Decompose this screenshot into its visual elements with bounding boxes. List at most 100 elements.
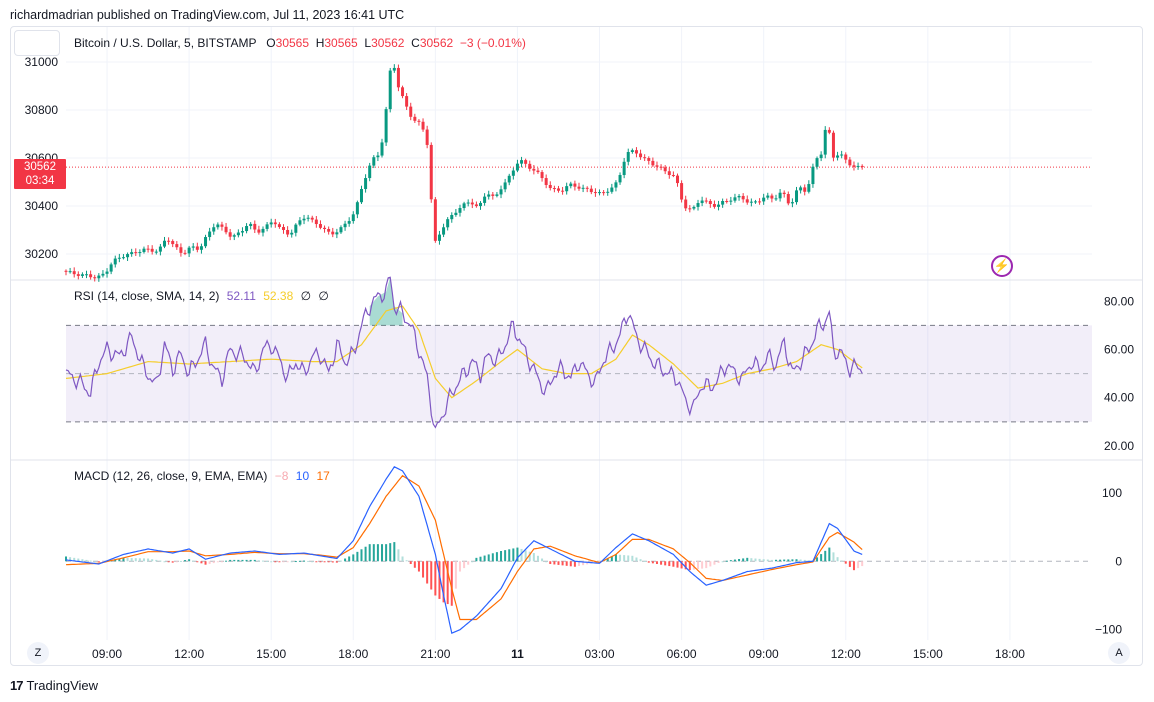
tradingview-footer[interactable]: 17 TradingView	[10, 678, 98, 693]
candle-body	[142, 248, 146, 253]
macd-histogram-bar	[155, 559, 158, 562]
candle-body	[495, 194, 499, 196]
macd-title: MACD (12, 26, close, 9, EMA, EMA)	[74, 469, 268, 483]
macd-histogram-bar	[257, 560, 260, 562]
macd-histogram-bar	[516, 547, 519, 562]
candle-body	[310, 217, 314, 220]
candle-body	[680, 183, 684, 200]
candle-body	[216, 224, 220, 228]
macd-histogram-bar	[549, 561, 552, 565]
macd-histogram-bar	[614, 554, 617, 562]
x-tick-label: 18:00	[338, 647, 368, 661]
candle-body	[528, 163, 532, 169]
candle-body	[355, 202, 359, 215]
macd-histogram-bar	[339, 560, 342, 562]
candle-body	[80, 274, 84, 276]
candle-body	[101, 273, 105, 276]
macd-histogram-bar	[713, 561, 716, 565]
macd-histogram-bar	[274, 561, 277, 563]
candle-body	[392, 67, 396, 71]
price-tick-label: 30800	[25, 103, 59, 117]
candle-body	[589, 188, 593, 193]
macd-histogram-bar	[770, 559, 773, 562]
macd-histogram-bar	[824, 550, 827, 562]
macd-histogram-bar	[820, 554, 823, 562]
candle-body	[790, 202, 794, 204]
candle-body	[667, 171, 671, 176]
macd-histogram-bar	[791, 559, 794, 562]
candle-body	[179, 247, 183, 253]
macd-histogram-bar	[561, 561, 564, 566]
candle-body	[89, 274, 93, 278]
macd-histogram-bar	[664, 561, 667, 566]
macd-histogram-bar	[787, 559, 790, 562]
candle-body	[725, 201, 729, 203]
macd-histogram-bar	[335, 561, 338, 563]
macd-histogram-bar	[89, 560, 92, 562]
candle-body	[458, 208, 462, 213]
candle-body	[93, 277, 97, 279]
macd-histogram-bar	[216, 561, 219, 563]
candle-body	[109, 264, 113, 272]
rsi-line	[65, 276, 863, 429]
candle-body	[331, 231, 335, 235]
macd-histogram-bar	[783, 559, 786, 562]
candle-body	[569, 183, 573, 187]
candle-body	[318, 224, 322, 228]
candle-body	[421, 121, 425, 130]
candle-body	[581, 187, 585, 189]
x-tick-label: 21:00	[420, 647, 450, 661]
zoom-button[interactable]: Z	[27, 642, 49, 664]
auto-scale-button[interactable]: A	[1108, 642, 1130, 664]
macd-histogram-bar	[844, 561, 847, 564]
rsi-overbought-fill	[369, 277, 403, 326]
candle-body	[372, 157, 376, 166]
candle-body	[692, 206, 696, 209]
candle-body	[208, 231, 212, 238]
x-tick-label: 06:00	[667, 647, 697, 661]
macd-histogram-bar	[175, 561, 178, 563]
macd-histogram-bar	[352, 554, 355, 562]
macd-histogram-bar	[422, 561, 425, 578]
publish-caption: richardmadrian published on TradingView.…	[10, 8, 405, 22]
macd-histogram-bar	[446, 561, 449, 605]
macd-histogram-bar	[565, 561, 568, 566]
candle-body	[343, 223, 347, 228]
symbol-label: Bitcoin / U.S. Dollar, 5, BITSTAMP	[74, 36, 257, 50]
macd-histogram-bar	[270, 561, 273, 563]
candle-body	[257, 229, 261, 233]
macd-histogram-bar	[450, 561, 453, 606]
macd-histogram-bar	[672, 561, 675, 567]
candle-body	[831, 132, 835, 158]
x-tick-label: 15:00	[913, 647, 943, 661]
lightning-icon[interactable]: ⚡	[991, 255, 1013, 277]
candle-body	[249, 223, 253, 227]
candle-body	[844, 154, 848, 160]
macd-histogram-bar	[721, 561, 724, 563]
macd-histogram-bar	[660, 561, 663, 565]
macd-histogram-bar	[249, 559, 252, 562]
price-tick-label: 30200	[25, 247, 59, 261]
macd-histogram-bar	[697, 561, 700, 570]
macd-histogram-bar	[376, 544, 379, 562]
macd-histogram-bar	[582, 561, 585, 566]
macd-histogram-bar	[754, 558, 757, 562]
candle-body	[187, 247, 191, 254]
candle-body	[437, 234, 441, 241]
bar-countdown: 03:34	[25, 175, 55, 188]
macd-histogram-bar	[709, 561, 712, 567]
candle-body	[704, 200, 708, 202]
candle-body	[224, 226, 228, 233]
macd-histogram-bar	[241, 559, 244, 562]
candle-body	[97, 275, 101, 279]
candle-body	[606, 191, 610, 193]
candle-body	[183, 252, 187, 254]
candle-body	[708, 201, 712, 205]
macd-signal-value: 17	[316, 469, 330, 483]
macd-histogram-bar	[212, 561, 215, 564]
macd-histogram-bar	[179, 560, 182, 562]
candle-body	[306, 217, 310, 219]
macd-histogram-bar	[200, 561, 203, 564]
macd-histogram-bar	[828, 547, 831, 562]
